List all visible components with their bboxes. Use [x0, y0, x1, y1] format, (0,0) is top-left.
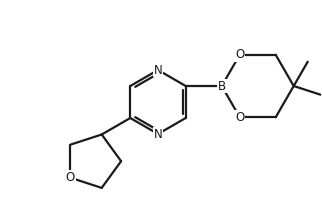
Text: N: N [154, 127, 162, 140]
Text: O: O [235, 111, 244, 124]
Text: O: O [66, 171, 75, 184]
Text: N: N [154, 63, 162, 76]
Text: O: O [235, 48, 244, 61]
Text: B: B [218, 80, 226, 92]
